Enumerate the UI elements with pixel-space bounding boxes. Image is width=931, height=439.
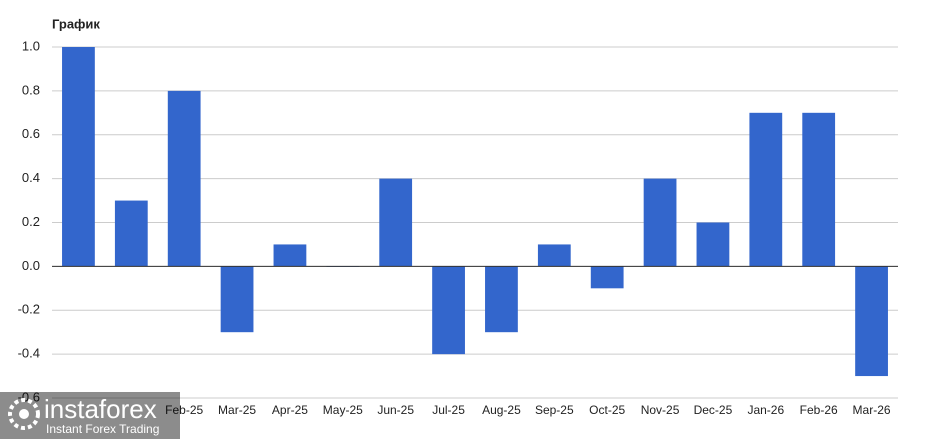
x-tick-label: Oct-25 — [589, 403, 625, 417]
x-tick-label: Sep-25 — [535, 403, 574, 417]
bar — [273, 244, 307, 267]
x-tick-label: Mar-26 — [853, 403, 891, 417]
bar — [167, 90, 201, 267]
x-tick-label: Jun-25 — [377, 403, 414, 417]
x-tick-label: Feb-26 — [800, 403, 838, 417]
y-tick-label: -0.2 — [18, 302, 40, 317]
bar — [749, 112, 783, 267]
x-tick-label: Apr-25 — [272, 403, 308, 417]
y-tick-label: 0.2 — [22, 214, 40, 229]
x-tick-label: Feb-25 — [165, 403, 203, 417]
bar — [643, 178, 677, 267]
bar — [62, 47, 95, 267]
chart-title: График — [52, 16, 100, 31]
watermark-icon-center — [19, 409, 29, 419]
watermark: instaforex Instant Forex Trading — [0, 392, 180, 439]
x-tick-label: Jan-26 — [747, 403, 784, 417]
bar — [537, 244, 571, 267]
y-tick-label: -0.4 — [18, 346, 40, 361]
watermark-tagline: Instant Forex Trading — [46, 422, 159, 436]
y-tick-label: 0.8 — [22, 82, 40, 97]
x-tick-label: May-25 — [323, 403, 363, 417]
bar — [114, 200, 148, 267]
bar — [802, 112, 836, 267]
watermark-icon — [8, 398, 40, 430]
x-tick-label: Mar-25 — [218, 403, 256, 417]
bar — [855, 266, 888, 377]
bar — [432, 266, 465, 355]
bar — [220, 266, 254, 333]
x-tick-label: Aug-25 — [482, 403, 521, 417]
bar — [485, 266, 518, 333]
watermark-brand: instaforex — [44, 394, 157, 424]
bar — [696, 222, 730, 267]
x-tick-label: Dec-25 — [694, 403, 733, 417]
y-tick-label: 1.0 — [22, 38, 40, 53]
bar — [590, 266, 624, 289]
x-tick-label: Nov-25 — [641, 403, 680, 417]
y-tick-label: 0.4 — [22, 170, 40, 185]
bar — [379, 178, 413, 267]
y-tick-label: 0.6 — [22, 126, 40, 141]
x-tick-label: Jul-25 — [432, 403, 465, 417]
y-tick-label: 0.0 — [22, 258, 40, 273]
